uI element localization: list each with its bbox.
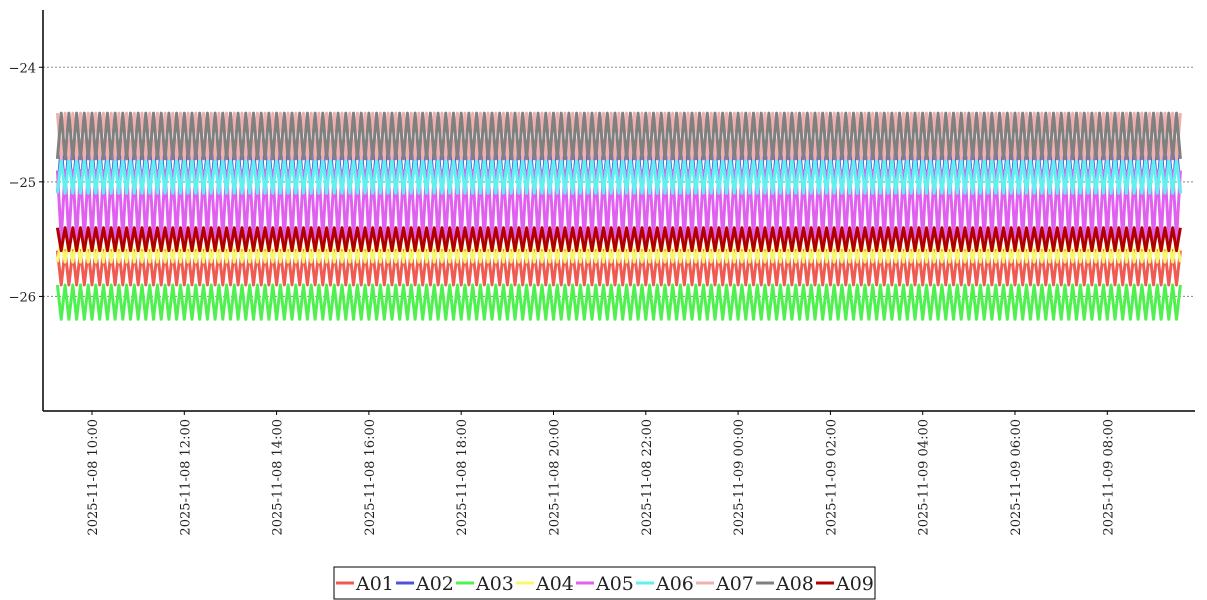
legend-label-a03: A03 bbox=[475, 573, 514, 595]
legend-label-a01: A01 bbox=[355, 573, 394, 595]
legend-label-a05: A05 bbox=[595, 573, 634, 595]
legend-box bbox=[333, 566, 876, 600]
legend-label-a04: A04 bbox=[535, 573, 574, 595]
series-line-a05 bbox=[55, 168, 1182, 241]
x-tick-label: 2025-11-08 12:00 bbox=[178, 419, 193, 536]
x-tick-label: 2025-11-08 10:00 bbox=[86, 419, 101, 536]
series-line-a09 bbox=[55, 226, 1182, 253]
series-line-a01 bbox=[55, 249, 1182, 287]
x-tick-label: 2025-11-08 20:00 bbox=[548, 419, 563, 536]
x-tick-label: 2025-11-08 22:00 bbox=[640, 419, 655, 536]
legend-label-a09: A09 bbox=[835, 573, 874, 595]
x-tick-label: 2025-11-09 02:00 bbox=[824, 419, 839, 536]
y-tick-label: −25 bbox=[9, 176, 36, 191]
x-tick-label: 2025-11-09 04:00 bbox=[917, 419, 932, 536]
legend-label-a07: A07 bbox=[715, 573, 754, 595]
y-tick-label: −26 bbox=[9, 290, 36, 305]
series-line-a06 bbox=[55, 157, 1182, 195]
legend-label-a06: A06 bbox=[655, 573, 694, 595]
legend-label-a08: A08 bbox=[775, 573, 814, 595]
x-tick-label: 2025-11-09 06:00 bbox=[1009, 419, 1024, 536]
axes-layer: −24 −25 −26 2025-11-08 10:00 2025-11-08 12:0… bbox=[9, 10, 1195, 536]
series-line-a03 bbox=[55, 283, 1182, 321]
x-tick-label: 2025-11-08 14:00 bbox=[271, 419, 286, 536]
series-layer bbox=[55, 111, 1182, 321]
series-line-a08 bbox=[55, 111, 1182, 161]
x-tick-label: 2025-11-09 00:00 bbox=[732, 419, 747, 536]
x-tick-label: 2025-11-08 18:00 bbox=[455, 419, 470, 536]
x-tick-label: 2025-11-08 16:00 bbox=[363, 419, 378, 536]
x-tick-label: 2025-11-09 08:00 bbox=[1101, 419, 1116, 536]
legend-label-a02: A02 bbox=[415, 573, 454, 595]
legend: A01 A02 A03 A04 A05 A06 A07 A08 A09 bbox=[333, 566, 876, 600]
y-tick-label: −24 bbox=[9, 61, 36, 76]
